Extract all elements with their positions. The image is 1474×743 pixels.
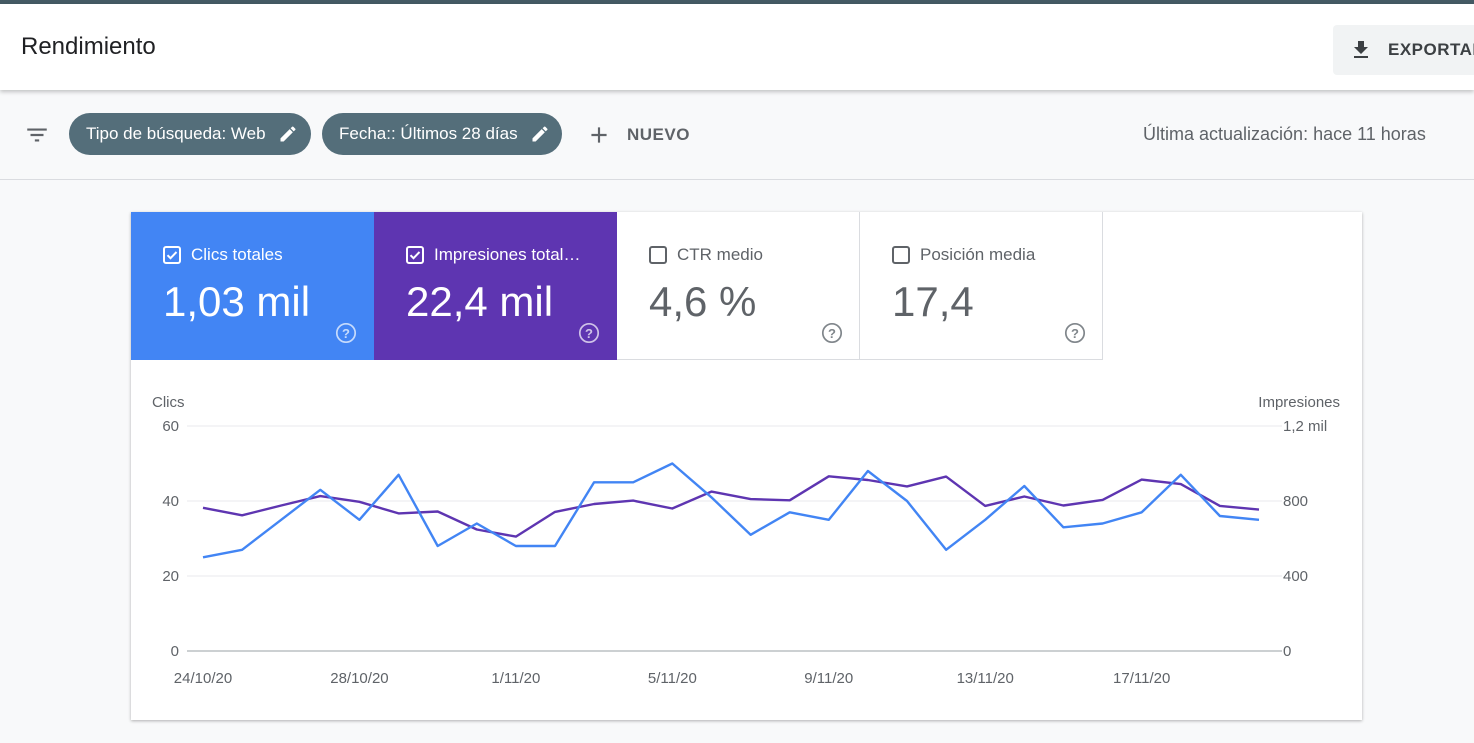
metric-tile-clicks[interactable]: Clics totales 1,03 mil ? — [131, 212, 374, 360]
help-icon[interactable]: ? — [1064, 322, 1086, 344]
checkbox-checked-icon[interactable] — [406, 246, 424, 264]
download-icon — [1354, 41, 1368, 58]
checkbox-unchecked-icon[interactable] — [649, 246, 667, 264]
y-tick-label: 20 — [162, 568, 179, 585]
metric-value: 22,4 mil — [406, 278, 554, 325]
search-type-filter-chip[interactable]: Tipo de búsqueda: Web — [69, 113, 311, 155]
y2-tick-label: 0 — [1283, 643, 1291, 660]
new-filter-button[interactable]: NUEVO — [586, 121, 690, 149]
metric-value: 17,4 — [892, 278, 974, 325]
y-tick-label: 60 — [162, 418, 179, 435]
filter-list-icon[interactable] — [24, 122, 50, 148]
performance-line-chart: 0 20 40 60 0 400 800 1,2 mil Clics Impresiones 24/… — [152, 394, 1340, 687]
y2-axis-title: Impresiones — [1258, 394, 1340, 411]
svg-text:?: ? — [1071, 326, 1079, 341]
y-axis-title: Clics — [152, 394, 185, 411]
help-icon[interactable]: ? — [821, 322, 843, 344]
add-icon — [591, 127, 607, 143]
page-header: Rendimiento EXPORTAR — [0, 4, 1474, 90]
date-filter-label: Fecha:: Últimos 28 días — [339, 124, 518, 143]
series-line-clics — [202, 462, 1260, 559]
x-tick-label: 24/10/20 — [174, 670, 232, 687]
edit-icon — [280, 126, 296, 142]
new-filter-label: NUEVO — [627, 125, 690, 144]
help-icon[interactable]: ? — [578, 322, 600, 344]
checkbox-unchecked-icon[interactable] — [892, 246, 910, 264]
export-label: EXPORTAR — [1388, 40, 1474, 59]
metric-label: CTR medio — [677, 245, 763, 264]
help-icon[interactable]: ? — [335, 322, 357, 344]
metric-label: Posición media — [920, 245, 1036, 264]
svg-text:?: ? — [828, 326, 836, 341]
metric-label: Impresiones total… — [434, 245, 581, 264]
metric-tile-position[interactable]: Posición media 17,4 ? — [860, 212, 1103, 360]
export-button[interactable]: EXPORTAR — [1333, 25, 1474, 75]
x-tick-label: 5/11/20 — [648, 670, 697, 687]
metric-label: Clics totales — [191, 245, 283, 264]
y-tick-label: 0 — [171, 643, 179, 660]
date-filter-chip[interactable]: Fecha:: Últimos 28 días — [322, 113, 562, 155]
metric-tile-ctr[interactable]: CTR medio 4,6 % ? — [617, 212, 860, 360]
metric-value: 4,6 % — [649, 278, 757, 325]
edit-icon — [532, 126, 548, 142]
checkbox-checked-icon[interactable] — [163, 246, 181, 264]
x-tick-label: 9/11/20 — [804, 670, 853, 687]
y2-tick-label: 800 — [1283, 493, 1308, 510]
y2-tick-label: 1,2 mil — [1283, 418, 1327, 435]
last-update-text: Última actualización: hace 11 horas — [1143, 124, 1426, 144]
svg-text:?: ? — [585, 326, 593, 341]
x-tick-label: 1/11/20 — [491, 670, 540, 687]
x-tick-label: 13/11/20 — [957, 670, 1014, 687]
filter-bar: Tipo de búsqueda: Web Fecha:: Últimos 28… — [0, 90, 1474, 180]
performance-card: Clics totales 1,03 mil ? Impresiones tot… — [131, 212, 1362, 720]
metric-value: 1,03 mil — [163, 278, 311, 325]
x-tick-label: 17/11/20 — [1113, 670, 1170, 687]
metric-tile-impressions[interactable]: Impresiones total… 22,4 mil ? — [374, 212, 617, 360]
page-title: Rendimiento — [21, 33, 156, 60]
svg-text:?: ? — [342, 326, 350, 341]
y-tick-label: 40 — [162, 493, 179, 510]
x-tick-label: 28/10/20 — [330, 670, 388, 687]
search-type-filter-label: Tipo de búsqueda: Web — [86, 124, 266, 143]
series-line-impresiones — [202, 475, 1260, 538]
y2-tick-label: 400 — [1283, 568, 1308, 585]
top-accent-bar — [0, 0, 1474, 4]
